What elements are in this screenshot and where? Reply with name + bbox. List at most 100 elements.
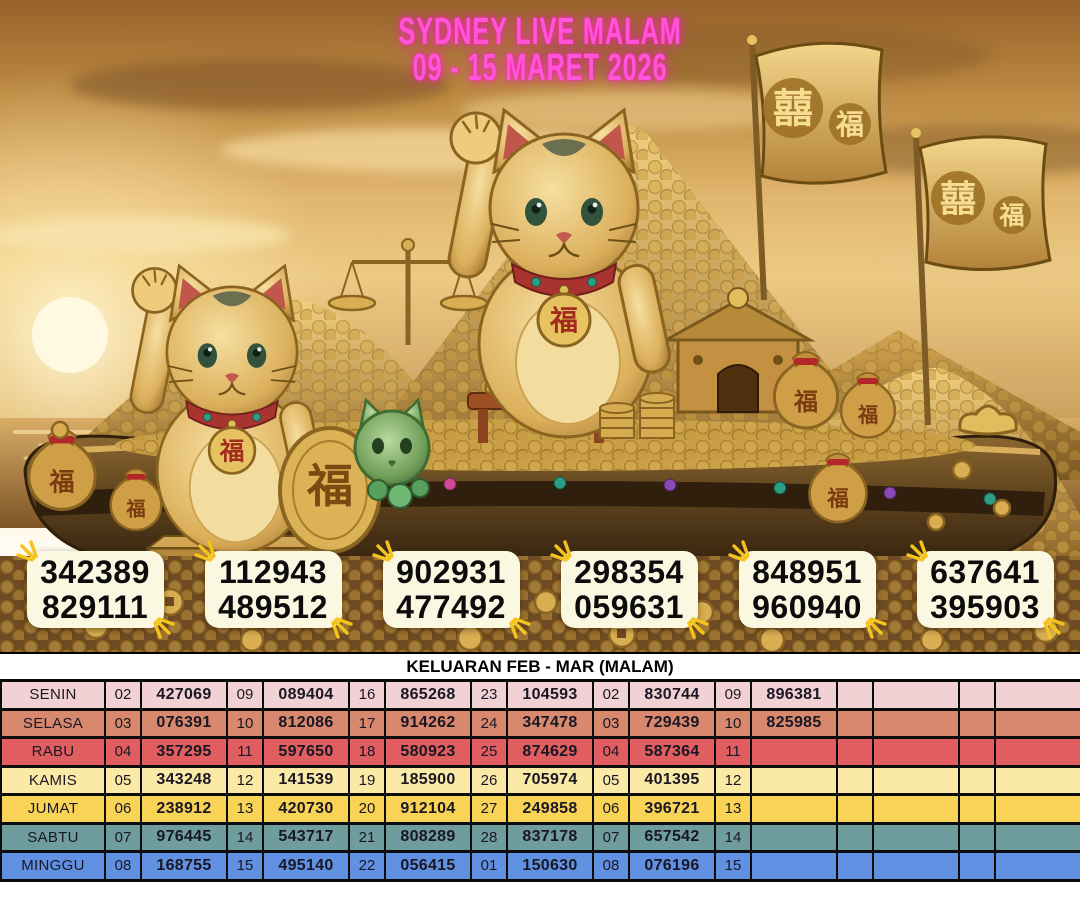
index-cell: 13 bbox=[226, 793, 264, 825]
day-cell: SABTU bbox=[0, 821, 106, 853]
index-cell: 08 bbox=[104, 850, 142, 882]
sparkle-icon bbox=[864, 617, 887, 639]
result-cell bbox=[872, 764, 960, 796]
result-cell: 089404 bbox=[262, 679, 350, 711]
result-cell bbox=[994, 821, 1080, 853]
index-cell bbox=[836, 679, 874, 711]
index-cell: 22 bbox=[348, 850, 386, 882]
result-cell bbox=[872, 707, 960, 739]
index-cell bbox=[836, 764, 874, 796]
index-cell: 12 bbox=[226, 764, 264, 796]
result-cell: 249858 bbox=[506, 793, 594, 825]
result-cell bbox=[872, 821, 960, 853]
index-cell bbox=[958, 707, 996, 739]
banner-title-line2: 09 - 15 MARET 2026 bbox=[412, 45, 668, 89]
result-cell bbox=[994, 679, 1080, 711]
result-cell: 912104 bbox=[384, 793, 472, 825]
result-cell: 914262 bbox=[384, 707, 472, 739]
sparkle-icon bbox=[193, 540, 216, 562]
index-cell: 06 bbox=[104, 793, 142, 825]
result-cell bbox=[994, 850, 1080, 882]
result-cell bbox=[750, 736, 838, 768]
result-cell: 657542 bbox=[628, 821, 716, 853]
result-cell: 597650 bbox=[262, 736, 350, 768]
flag-xi-character: 囍 bbox=[773, 87, 813, 131]
result-cell: 185900 bbox=[384, 764, 472, 796]
index-cell bbox=[958, 850, 996, 882]
result-cell: 347478 bbox=[506, 707, 594, 739]
index-cell: 10 bbox=[714, 707, 752, 739]
sun bbox=[32, 297, 108, 373]
prediction-number-bottom: 395903 bbox=[930, 588, 1040, 625]
prediction-box: 298354 059631 bbox=[549, 540, 709, 639]
result-cell bbox=[872, 850, 960, 882]
result-cell: 168755 bbox=[140, 850, 228, 882]
index-cell: 05 bbox=[592, 764, 630, 796]
results-table-body: SENIN 02 427069 09 089404 16 865268 23 10459… bbox=[0, 679, 1080, 882]
result-cell bbox=[994, 793, 1080, 825]
index-cell: 23 bbox=[470, 679, 508, 711]
sparkle-icon bbox=[549, 540, 572, 562]
gold-ingot bbox=[958, 404, 1018, 436]
result-cell: 812086 bbox=[262, 707, 350, 739]
index-cell: 08 bbox=[592, 850, 630, 882]
day-cell: SELASA bbox=[0, 707, 106, 739]
result-cell: 396721 bbox=[628, 793, 716, 825]
result-cell: 808289 bbox=[384, 821, 472, 853]
index-cell: 03 bbox=[104, 707, 142, 739]
prediction-box: 112943 489512 bbox=[193, 540, 353, 639]
result-cell bbox=[994, 736, 1080, 768]
prediction-number-top: 342389 bbox=[40, 553, 150, 590]
result-cell: 420730 bbox=[262, 793, 350, 825]
index-cell: 10 bbox=[226, 707, 264, 739]
illustration-svg: 福 福 bbox=[0, 0, 1080, 652]
flag-fu-character: 福 bbox=[998, 202, 1024, 230]
index-cell: 19 bbox=[348, 764, 386, 796]
result-cell bbox=[994, 764, 1080, 796]
table-row: SENIN 02 427069 09 089404 16 865268 23 10459… bbox=[0, 679, 1080, 711]
index-cell: 01 bbox=[470, 850, 508, 882]
index-cell: 11 bbox=[714, 736, 752, 768]
results-table: SENIN 02 427069 09 089404 16 865268 23 10459… bbox=[0, 679, 1080, 882]
sparkle-icon bbox=[15, 540, 38, 562]
sparkle-icon bbox=[1042, 617, 1065, 639]
flag-right: 囍 福 bbox=[911, 128, 1052, 426]
index-cell: 15 bbox=[226, 850, 264, 882]
jade-cat bbox=[353, 397, 431, 509]
flag-xi-character: 囍 bbox=[940, 178, 976, 219]
index-cell: 09 bbox=[714, 679, 752, 711]
sparkle-icon bbox=[508, 617, 531, 639]
index-cell: 07 bbox=[592, 821, 630, 853]
prediction-number-bottom: 059631 bbox=[574, 588, 684, 625]
result-cell: 401395 bbox=[628, 764, 716, 796]
prediction-number-bottom: 829111 bbox=[41, 588, 149, 625]
prediction-box: 342389 829111 bbox=[15, 540, 175, 639]
index-cell bbox=[836, 850, 874, 882]
result-cell: 543717 bbox=[262, 821, 350, 853]
result-cell bbox=[750, 850, 838, 882]
index-cell bbox=[836, 793, 874, 825]
banner-title-line1: SYDNEY LIVE MALAM bbox=[398, 10, 682, 53]
prediction-number-top: 637641 bbox=[930, 553, 1040, 590]
sparkle-icon bbox=[371, 540, 394, 562]
prediction-box: 637641 395903 bbox=[905, 540, 1065, 639]
index-cell: 28 bbox=[470, 821, 508, 853]
sparkle-icon bbox=[905, 540, 928, 562]
prediction-number-top: 848951 bbox=[752, 553, 862, 590]
result-cell: 104593 bbox=[506, 679, 594, 711]
result-cell bbox=[750, 821, 838, 853]
result-cell: 238912 bbox=[140, 793, 228, 825]
index-cell bbox=[958, 764, 996, 796]
prediction-number-bottom: 489512 bbox=[218, 588, 328, 625]
result-cell: 076391 bbox=[140, 707, 228, 739]
result-cell: 427069 bbox=[140, 679, 228, 711]
day-cell: KAMIS bbox=[0, 764, 106, 796]
index-cell bbox=[958, 679, 996, 711]
flag-left: 囍 福 bbox=[747, 35, 888, 301]
prediction-number-top: 112943 bbox=[218, 553, 327, 590]
index-cell bbox=[836, 707, 874, 739]
result-cell: 056415 bbox=[384, 850, 472, 882]
result-cell: 830744 bbox=[628, 679, 716, 711]
table-row: RABU 04 357295 11 597650 18 580923 25 874629… bbox=[0, 736, 1080, 768]
